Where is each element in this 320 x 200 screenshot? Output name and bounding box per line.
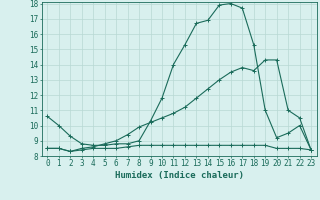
X-axis label: Humidex (Indice chaleur): Humidex (Indice chaleur) [115,171,244,180]
